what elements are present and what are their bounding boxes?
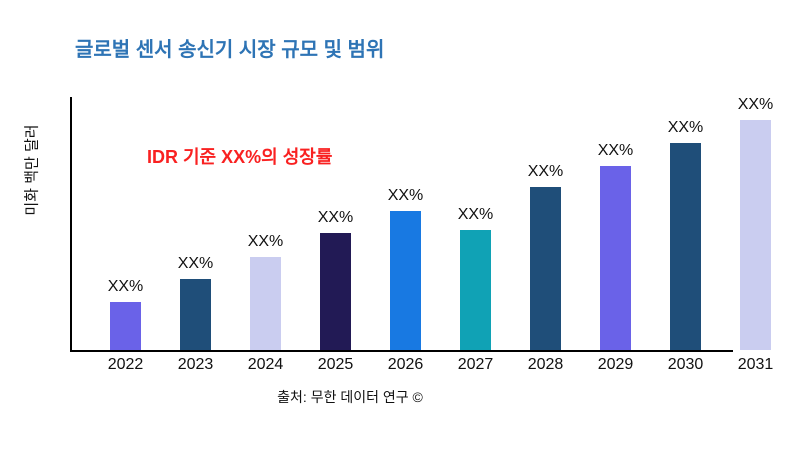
x-tick-label-2026: 2026 <box>387 356 424 373</box>
x-tick-label-2025: 2025 <box>317 356 354 373</box>
source-caption: 출처: 무한 데이터 연구 © <box>277 389 423 405</box>
bar-2028 <box>530 187 561 350</box>
bar-value-label-2023: XX% <box>177 255 214 272</box>
bar-2030 <box>670 143 701 350</box>
y-axis-label: 미화 백만 달러 <box>23 124 41 216</box>
x-tick-label-2031: 2031 <box>737 356 774 373</box>
bar-2024 <box>250 257 281 350</box>
bar-value-label-2024: XX% <box>247 233 284 250</box>
bar-value-label-2025: XX% <box>317 209 354 226</box>
bar-value-label-2022: XX% <box>107 278 144 295</box>
bar-2022 <box>110 302 141 350</box>
bar-2023 <box>180 279 211 350</box>
y-axis-line <box>70 97 72 352</box>
bar-value-label-2031: XX% <box>737 96 774 113</box>
bar-value-label-2026: XX% <box>387 187 424 204</box>
bar-value-label-2028: XX% <box>527 163 564 180</box>
bar-2031 <box>740 120 771 350</box>
bar-2026 <box>390 211 421 350</box>
x-tick-label-2022: 2022 <box>107 356 144 373</box>
x-tick-label-2029: 2029 <box>597 356 634 373</box>
x-axis-line <box>70 350 733 352</box>
x-tick-label-2027: 2027 <box>457 356 494 373</box>
bar-value-label-2030: XX% <box>667 119 704 136</box>
growth-annotation: IDR 기준 XX%의 성장률 <box>147 147 333 167</box>
bar-value-label-2029: XX% <box>597 142 634 159</box>
x-tick-label-2030: 2030 <box>667 356 704 373</box>
bar-2025 <box>320 233 351 350</box>
bar-value-label-2027: XX% <box>457 206 494 223</box>
bar-2027 <box>460 230 491 350</box>
page-title: 글로벌 센서 송신기 시장 규모 및 범위 <box>75 39 385 61</box>
x-tick-label-2028: 2028 <box>527 356 564 373</box>
bar-2029 <box>600 166 631 350</box>
x-tick-label-2023: 2023 <box>177 356 214 373</box>
x-tick-label-2024: 2024 <box>247 356 284 373</box>
